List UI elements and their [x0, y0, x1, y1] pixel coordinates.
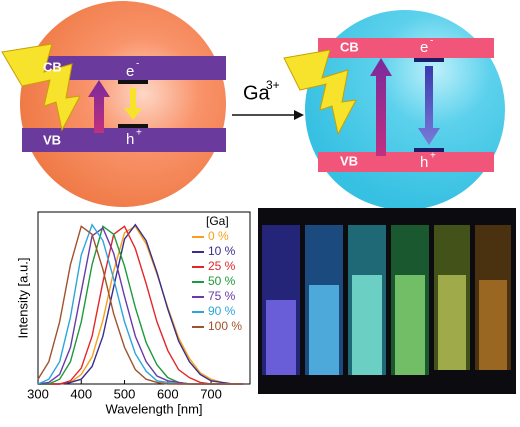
- arrow-label-sup: 3+: [266, 78, 280, 92]
- x-tick-label: 600: [157, 386, 179, 401]
- hole-label: h: [420, 154, 428, 171]
- electron-label: e: [420, 39, 428, 56]
- hole-sign: +: [430, 151, 436, 162]
- legend-label: 90 %: [208, 304, 236, 318]
- transition-arrow: Ga 3+: [232, 78, 304, 120]
- cb-label: CB: [43, 59, 62, 74]
- legend-label: 75 %: [208, 289, 236, 303]
- x-axis-label: Wavelength [nm]: [105, 401, 202, 416]
- arrow-label: Ga: [243, 82, 271, 104]
- legend-label: 50 %: [208, 274, 236, 288]
- plot-frame: [37, 211, 251, 385]
- x-tick-label: 300: [27, 386, 49, 401]
- legend-label: 10 %: [208, 244, 236, 258]
- left-sphere: CB VB e - h +: [1, 1, 226, 207]
- electron-sign: -: [430, 36, 433, 47]
- electron-label: e: [126, 63, 134, 80]
- spectrum-line: [38, 223, 244, 385]
- x-tick-label: 700: [200, 386, 222, 401]
- legend-title: [Ga]: [206, 214, 229, 228]
- hole-sign: +: [136, 128, 142, 139]
- vb-label: VB: [340, 153, 358, 168]
- cuvette-photo: [258, 208, 516, 394]
- cb-label: CB: [340, 39, 359, 54]
- spectrum-line: [37, 225, 244, 385]
- legend-label: 25 %: [208, 259, 236, 273]
- spectrum-line: [38, 225, 244, 385]
- y-axis-label: Intensity [a.u.]: [15, 258, 30, 339]
- electron-sign: -: [136, 59, 139, 70]
- legend-label: 100 %: [208, 319, 242, 333]
- right-sphere: CB VB e - h +: [283, 10, 505, 210]
- legend-label: 0 %: [208, 229, 229, 243]
- x-tick-label: 500: [114, 386, 136, 401]
- x-tick-label: 400: [70, 386, 92, 401]
- vb-label: VB: [43, 132, 61, 147]
- hole-label: h: [126, 131, 134, 148]
